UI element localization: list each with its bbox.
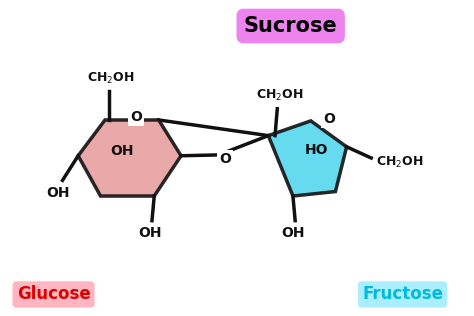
Text: Glucose: Glucose: [17, 285, 91, 303]
Text: Fructose: Fructose: [362, 285, 443, 303]
Text: CH$_2$OH: CH$_2$OH: [87, 71, 134, 86]
Text: O: O: [130, 110, 142, 124]
Text: O: O: [219, 152, 231, 166]
Text: Sucrose: Sucrose: [244, 16, 337, 36]
Text: HO: HO: [304, 143, 328, 157]
Polygon shape: [268, 121, 346, 196]
Text: CH$_2$OH: CH$_2$OH: [256, 88, 303, 103]
Text: OH: OH: [281, 227, 305, 240]
Text: O: O: [323, 112, 335, 126]
Text: CH$_2$OH: CH$_2$OH: [376, 155, 423, 170]
Text: OH: OH: [46, 186, 70, 200]
Polygon shape: [78, 120, 181, 196]
Text: OH: OH: [138, 227, 162, 240]
Text: OH: OH: [110, 144, 133, 158]
